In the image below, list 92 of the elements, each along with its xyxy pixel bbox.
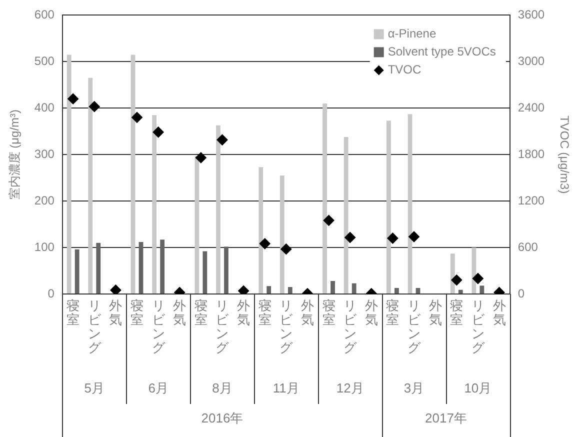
y-tick-label: 0 xyxy=(48,286,55,300)
bar xyxy=(416,288,420,294)
text: 12月 xyxy=(336,380,364,396)
bar xyxy=(74,249,80,294)
bar xyxy=(344,136,348,294)
y-tick-label: 100 xyxy=(34,240,55,254)
point xyxy=(387,232,398,244)
bar xyxy=(394,288,399,294)
point xyxy=(238,285,250,294)
point xyxy=(259,238,270,250)
x-tick-label: リビング xyxy=(344,298,358,356)
bar xyxy=(224,246,228,294)
bar xyxy=(216,125,220,294)
x-tick-label: 外気 xyxy=(237,298,250,328)
y-tick-label: 600 xyxy=(34,8,55,22)
bar xyxy=(330,280,335,294)
legend-label: α-Pinene xyxy=(388,26,436,41)
x-tick-label: 寝室 xyxy=(130,298,144,328)
point xyxy=(323,214,334,226)
y-axis-title: 室内濃度 (μg/m³) xyxy=(8,109,22,200)
x-tick-label: 外気 xyxy=(109,298,122,328)
text: 8月 xyxy=(212,380,232,396)
point xyxy=(152,126,164,138)
bar xyxy=(386,120,391,294)
y2-tick-label: 2400 xyxy=(518,100,545,114)
x-tick-label: リビング xyxy=(471,298,486,356)
x-tick-label: リビング xyxy=(216,298,230,356)
bar xyxy=(480,286,484,294)
x-tick-label: リビング xyxy=(88,298,102,356)
bar xyxy=(472,248,476,294)
bar xyxy=(258,167,264,294)
bar xyxy=(280,176,284,294)
x-tick-label: 寝室 xyxy=(258,298,272,328)
point xyxy=(88,101,100,112)
x-tick-label: リビング xyxy=(280,298,294,356)
point xyxy=(68,93,79,104)
bar xyxy=(202,251,208,294)
bar xyxy=(288,287,292,294)
bar xyxy=(138,242,144,294)
x-tick-label: 寝室 xyxy=(386,298,400,328)
x-tick-label: 寝室 xyxy=(322,298,336,328)
point xyxy=(216,134,228,146)
point xyxy=(451,274,462,286)
text: 5月 xyxy=(84,380,104,396)
text: 3月 xyxy=(404,380,424,396)
x-tick-label: 外気 xyxy=(428,298,442,328)
y2-axis-title: TVOC (μg/m3) xyxy=(557,115,572,194)
x-tick-label: リビング xyxy=(408,298,422,356)
x-tick-label: 外気 xyxy=(173,298,186,328)
point xyxy=(195,152,206,164)
point xyxy=(110,284,122,294)
text: 2017年 xyxy=(425,410,467,426)
x-tick-label: 外気 xyxy=(300,298,314,328)
text: 2016年 xyxy=(201,410,244,426)
bar xyxy=(130,54,136,294)
point xyxy=(280,244,292,255)
x-tick-label: 寝室 xyxy=(450,298,464,328)
bar xyxy=(450,254,455,294)
x-tick-label: リビング xyxy=(152,298,166,356)
point xyxy=(132,112,142,123)
legend-label: TVOC xyxy=(388,62,422,77)
x-tick-label: 外気 xyxy=(492,298,506,328)
bar xyxy=(160,240,165,294)
y2-tick-label: 3000 xyxy=(518,54,545,68)
text: 6月 xyxy=(148,380,168,396)
y2-tick-label: 1800 xyxy=(518,146,545,161)
text: 10月 xyxy=(464,380,492,396)
y2-tick-label: 600 xyxy=(518,240,538,254)
bar xyxy=(352,283,356,294)
bar xyxy=(96,242,101,294)
bar xyxy=(194,156,200,294)
bar xyxy=(266,286,272,294)
x-tick-label: 寝室 xyxy=(66,298,80,328)
point xyxy=(408,231,420,242)
y2-tick-label: 1200 xyxy=(518,193,545,208)
y-tick-label: 200 xyxy=(34,193,55,208)
y-tick-label: 400 xyxy=(34,100,55,114)
bar xyxy=(322,103,327,294)
bar xyxy=(66,54,72,294)
y2-tick-label: 0 xyxy=(518,286,525,300)
x-tick-label: 外気 xyxy=(364,298,378,328)
point xyxy=(472,273,484,284)
y-tick-label: 500 xyxy=(34,54,55,68)
y2-tick-label: 3600 xyxy=(518,8,545,22)
text: 11月 xyxy=(272,380,300,396)
legend-label: Solvent type 5VOCs xyxy=(388,44,496,59)
bar xyxy=(88,78,93,294)
point xyxy=(344,232,356,243)
x-tick-label: 寝室 xyxy=(194,298,208,328)
bar xyxy=(458,290,463,294)
bar xyxy=(152,115,157,294)
y-tick-label: 300 xyxy=(34,146,55,161)
